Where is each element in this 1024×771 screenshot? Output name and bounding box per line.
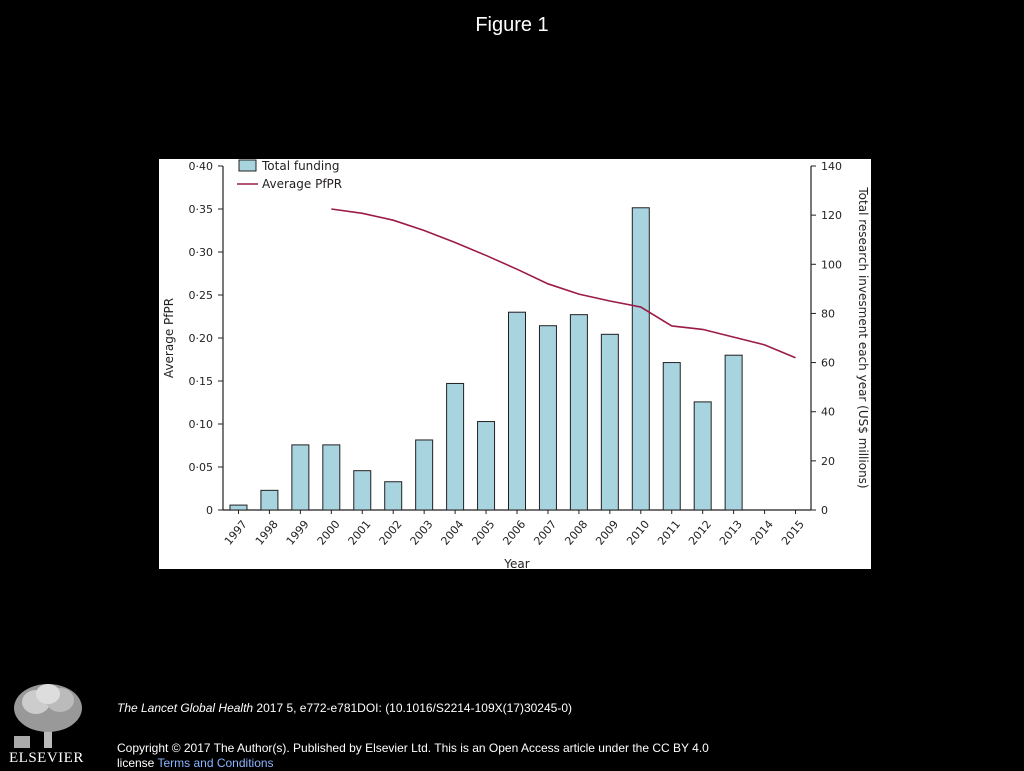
right-tick-label: 40: [821, 406, 835, 419]
pfpr-line: [331, 208, 796, 359]
right-tick-label: 80: [821, 307, 835, 320]
funding-bar: [600, 333, 619, 511]
legend-bar-label: Total funding: [261, 159, 339, 173]
x-tick-label: 2010: [624, 518, 652, 548]
x-tick-label: 2005: [469, 518, 497, 548]
funding-bar: [569, 314, 588, 511]
right-tick-label: 20: [821, 455, 835, 468]
funding-bar: [508, 311, 526, 511]
left-tick-label: 0·25: [189, 289, 214, 302]
slide-title: Figure 1: [475, 14, 549, 36]
x-tick-label: 2015: [779, 518, 807, 548]
funding-bar: [322, 444, 341, 511]
funding-bar: [229, 504, 248, 511]
x-tick-label: 2014: [748, 518, 776, 548]
x-tick-label: 2007: [531, 518, 559, 548]
funding-bar: [291, 444, 310, 511]
left-tick-label: 0·30: [189, 246, 214, 259]
elsevier-tree-icon: [8, 680, 88, 766]
right-axis-title: Total research invesment each year (US$ …: [856, 186, 870, 488]
funding-bar: [724, 354, 743, 511]
x-tick-label: 2002: [377, 518, 405, 548]
x-tick-label: 2000: [315, 518, 343, 548]
left-tick-label: 0·35: [189, 203, 214, 216]
funding-bar: [260, 489, 279, 511]
x-tick-label: 2003: [408, 518, 436, 548]
chart-svg: 0 0·05 0·10 0·15 0·20 0·25 0·30 0·35 0·40 0 20 40 60…: [162, 159, 870, 569]
funding-bar: [446, 382, 465, 511]
x-tick-label: 2009: [593, 518, 621, 548]
x-tick-label: 2008: [562, 518, 590, 548]
citation-details: 2017 5, e772-e781DOI: (10.1016/S2214-109…: [253, 701, 572, 715]
funding-bar: [631, 207, 650, 511]
x-tick-label: 2011: [655, 518, 683, 548]
x-tick-label: 2013: [717, 518, 745, 548]
right-tick-label: 0: [821, 504, 828, 517]
funding-bar: [477, 421, 496, 511]
right-tick-label: 60: [821, 357, 835, 370]
funding-bar: [662, 362, 681, 511]
copyright-notice: Copyright © 2017 The Author(s). Publishe…: [117, 741, 717, 771]
elsevier-wordmark: ELSEVIER: [9, 750, 84, 766]
right-tick-label: 120: [821, 209, 842, 222]
x-tick-label: 1997: [222, 518, 250, 548]
funding-bar: [693, 401, 712, 511]
x-tick-label: 2004: [439, 518, 467, 548]
left-tick-label: 0·40: [189, 160, 214, 173]
left-axis-title: Average PfPR: [162, 298, 176, 378]
copyright-text: Copyright © 2017 The Author(s). Publishe…: [117, 741, 709, 770]
x-tick-label: 1999: [284, 518, 312, 548]
left-tick-label: 0·10: [189, 418, 214, 431]
legend-bar-swatch: [238, 159, 257, 172]
x-tick-label: 2006: [500, 518, 528, 548]
funding-bar: [353, 470, 372, 511]
x-tick-label: 2001: [346, 518, 374, 548]
terms-link[interactable]: Terms and Conditions: [157, 756, 274, 770]
citation: The Lancet Global Health 2017 5, e772-e7…: [117, 701, 572, 715]
citation-journal: The Lancet Global Health: [117, 701, 254, 715]
chart-panel: 0 0·05 0·10 0·15 0·20 0·25 0·30 0·35 0·40 0 20 40 60…: [159, 159, 871, 569]
left-tick-label: 0·15: [189, 375, 214, 388]
left-tick-label: 0: [206, 504, 213, 517]
legend-line-label: Average PfPR: [262, 177, 342, 191]
funding-bar: [384, 481, 403, 511]
funding-bar: [415, 439, 434, 511]
funding-bar: [538, 325, 557, 511]
x-axis-title: Year: [503, 557, 529, 569]
left-tick-label: 0·20: [189, 332, 214, 345]
right-tick-label: 140: [821, 160, 842, 173]
x-tick-label: 2012: [686, 518, 714, 548]
right-tick-label: 100: [821, 258, 842, 271]
x-tick-label: 1998: [253, 518, 281, 548]
left-tick-label: 0·05: [189, 461, 214, 474]
